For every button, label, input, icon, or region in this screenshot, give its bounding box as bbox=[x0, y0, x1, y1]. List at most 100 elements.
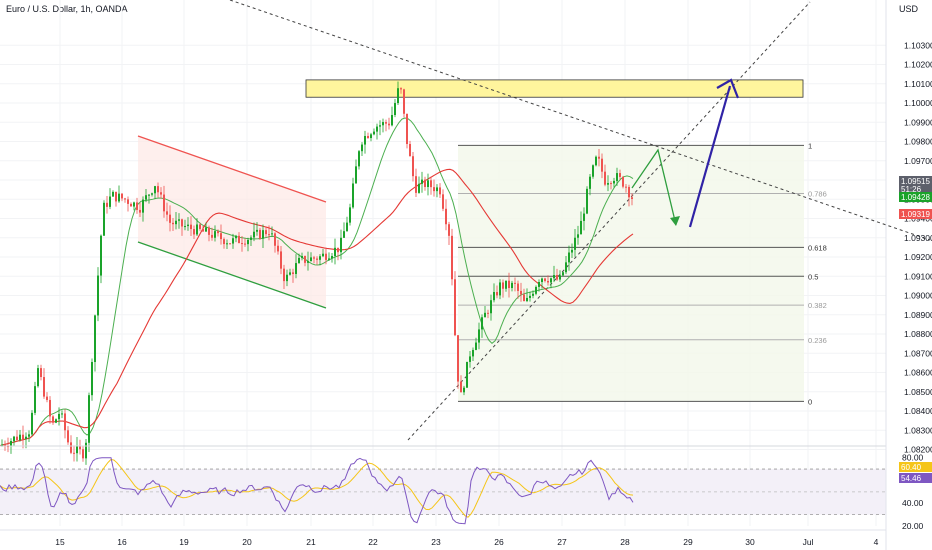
candle-body bbox=[97, 275, 99, 316]
price-axis-label: 1.08800 bbox=[904, 329, 932, 339]
candle-body bbox=[403, 89, 405, 114]
candle-body bbox=[415, 176, 417, 193]
candle-body bbox=[322, 253, 324, 257]
candle-body bbox=[619, 173, 621, 177]
candle-body bbox=[55, 419, 57, 423]
candle-body bbox=[301, 255, 303, 258]
candle-body bbox=[274, 233, 276, 246]
candle-body bbox=[373, 131, 375, 135]
resistance-zone bbox=[305, 79, 804, 98]
price-axis-label: 1.09000 bbox=[904, 291, 932, 301]
rsi-ma-line bbox=[0, 458, 634, 518]
candle-body bbox=[34, 386, 36, 413]
candle-body bbox=[187, 224, 189, 227]
candle-body bbox=[271, 233, 273, 235]
price-axis-label: 1.08700 bbox=[904, 348, 932, 358]
candle-body bbox=[244, 243, 246, 245]
candle-body bbox=[82, 449, 84, 459]
candle-body bbox=[52, 416, 54, 423]
candle-body bbox=[49, 399, 51, 417]
candle-body bbox=[229, 243, 231, 245]
candle-body bbox=[610, 183, 612, 185]
candle-body bbox=[427, 180, 429, 187]
candle-body bbox=[340, 237, 342, 253]
candle-body bbox=[628, 186, 630, 198]
candle-body bbox=[106, 202, 108, 207]
candle-body bbox=[319, 256, 321, 260]
time-axis-label: 15 bbox=[55, 537, 65, 547]
target-arrowhead bbox=[716, 78, 740, 99]
candle-body bbox=[469, 356, 471, 362]
candle-body bbox=[352, 183, 354, 208]
time-axis-label: 21 bbox=[306, 537, 316, 547]
currency-label: USD bbox=[898, 4, 918, 14]
candle-body bbox=[250, 237, 252, 240]
candle-body bbox=[526, 297, 528, 302]
candle-body bbox=[31, 412, 33, 435]
candle-body bbox=[514, 282, 516, 284]
price-axis-label: 1.09200 bbox=[904, 252, 932, 262]
candle-body bbox=[292, 272, 294, 274]
candle-body bbox=[592, 165, 594, 177]
candle-body bbox=[337, 247, 339, 253]
candle-body bbox=[283, 268, 285, 282]
candle-body bbox=[85, 442, 87, 459]
price-axis-label: 1.10300 bbox=[904, 40, 932, 50]
time-axis-label: Jul bbox=[803, 537, 814, 547]
candle-body bbox=[232, 238, 234, 244]
candle-body bbox=[535, 286, 537, 294]
candle-body bbox=[40, 368, 42, 378]
candle-body bbox=[496, 292, 498, 296]
candle-body bbox=[214, 231, 216, 238]
candle-body bbox=[91, 362, 93, 396]
candle-body bbox=[25, 436, 27, 440]
candle-body bbox=[109, 196, 111, 207]
candle-body bbox=[541, 278, 543, 283]
candles bbox=[1, 81, 633, 465]
candle-body bbox=[196, 224, 198, 235]
candle-body bbox=[346, 222, 348, 232]
candle-body bbox=[568, 252, 570, 263]
candle-body bbox=[331, 255, 333, 259]
candle-body bbox=[115, 191, 117, 202]
candle-body bbox=[421, 179, 423, 184]
candle-body bbox=[598, 156, 600, 159]
candle-body bbox=[334, 247, 336, 256]
candle-body bbox=[430, 180, 432, 188]
candle-body bbox=[181, 219, 183, 227]
candle-body bbox=[343, 231, 345, 238]
price-axis-label: 1.10000 bbox=[904, 98, 932, 108]
candle-body bbox=[517, 283, 519, 291]
time-axis-label: 26 bbox=[494, 537, 504, 547]
candle-body bbox=[571, 249, 573, 253]
candle-body bbox=[388, 123, 390, 126]
candle-body bbox=[547, 280, 549, 283]
candle-body bbox=[520, 290, 522, 295]
candle-body bbox=[589, 176, 591, 189]
time-axis-label: 4 bbox=[874, 537, 879, 547]
time-axis-label: 30 bbox=[745, 537, 755, 547]
candle-body bbox=[511, 282, 513, 289]
price-tag-label: 1.09515 bbox=[901, 177, 930, 186]
candle-body bbox=[625, 186, 627, 188]
candle-body bbox=[28, 434, 30, 437]
projection-path bbox=[631, 148, 677, 226]
candle-body bbox=[505, 280, 507, 289]
candle-body bbox=[94, 315, 96, 363]
time-axis-label: 28 bbox=[620, 537, 630, 547]
time-axis-label: 27 bbox=[557, 537, 567, 547]
candle-body bbox=[559, 275, 561, 280]
candle-body bbox=[484, 312, 486, 318]
candle-body bbox=[37, 368, 39, 387]
time-axis-label: 22 bbox=[368, 537, 378, 547]
candle-body bbox=[169, 214, 171, 223]
candle-body bbox=[88, 395, 90, 443]
candle-body bbox=[433, 187, 435, 192]
candle-body bbox=[46, 396, 48, 400]
candle-body bbox=[424, 179, 426, 187]
candle-body bbox=[133, 202, 135, 207]
candle-body bbox=[151, 193, 153, 195]
candle-body bbox=[364, 135, 366, 145]
